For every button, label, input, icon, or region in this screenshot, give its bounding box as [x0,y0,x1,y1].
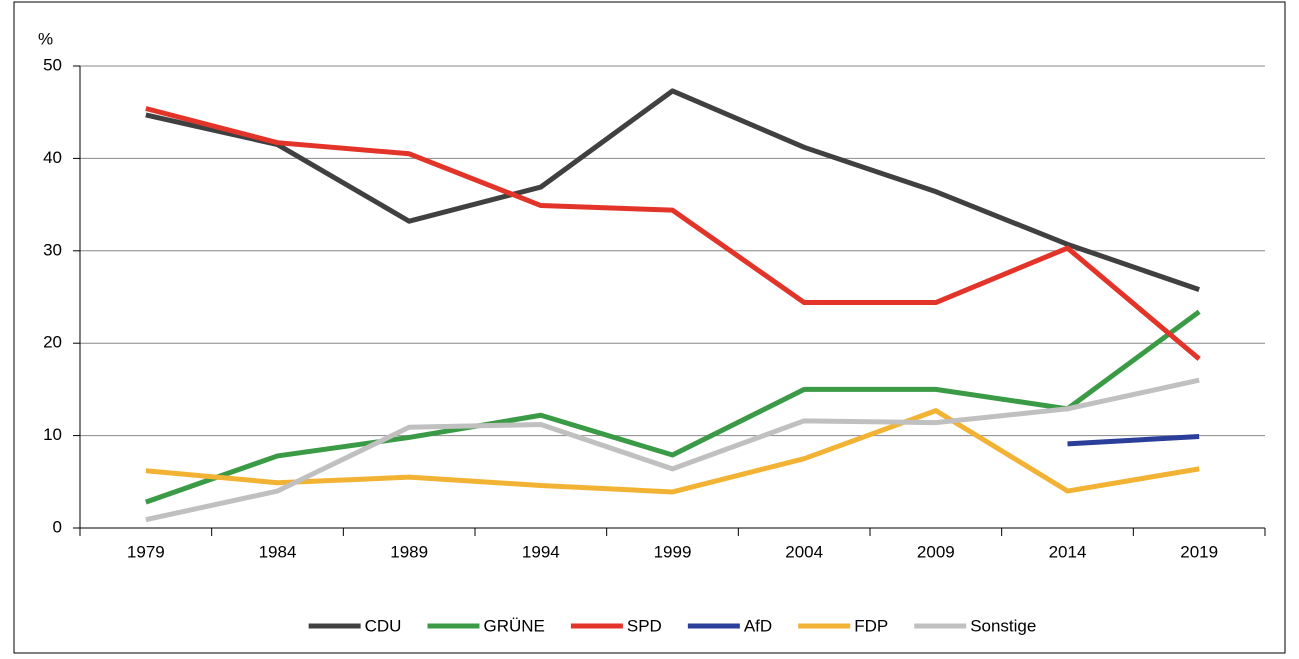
y-tick-label: 50 [43,55,62,74]
series-line [145,377,1200,523]
legend-label: FDP [854,616,888,635]
y-tick-label: 10 [43,425,62,444]
x-tick-label: 1989 [390,542,428,561]
y-tick-label: 40 [43,148,62,167]
x-tick-label: 2014 [1049,542,1087,561]
y-tick-label: 20 [43,333,62,352]
y-tick-label: 0 [53,517,62,536]
y-unit: % [38,29,53,48]
legend-label: Sonstige [970,616,1036,635]
x-tick-label: 1994 [522,542,560,561]
x-tick-label: 2004 [785,542,823,561]
chart-frame [13,1,1286,654]
series-line [145,408,1200,495]
x-tick-label: 2019 [1180,542,1218,561]
series-line [145,88,1200,292]
series-line [145,106,1201,361]
series-line [145,309,1201,505]
x-tick-label: 2009 [917,542,955,561]
legend-label: SPD [627,616,662,635]
x-tick-label: 1979 [127,542,165,561]
legend-label: AfD [744,616,772,635]
x-tick-label: 1984 [259,542,297,561]
y-tick-label: 30 [43,240,62,259]
x-tick-label: 1999 [654,542,692,561]
series-line [1067,434,1200,447]
legend-label: GRÜNE [483,616,544,635]
legend-label: CDU [365,616,402,635]
